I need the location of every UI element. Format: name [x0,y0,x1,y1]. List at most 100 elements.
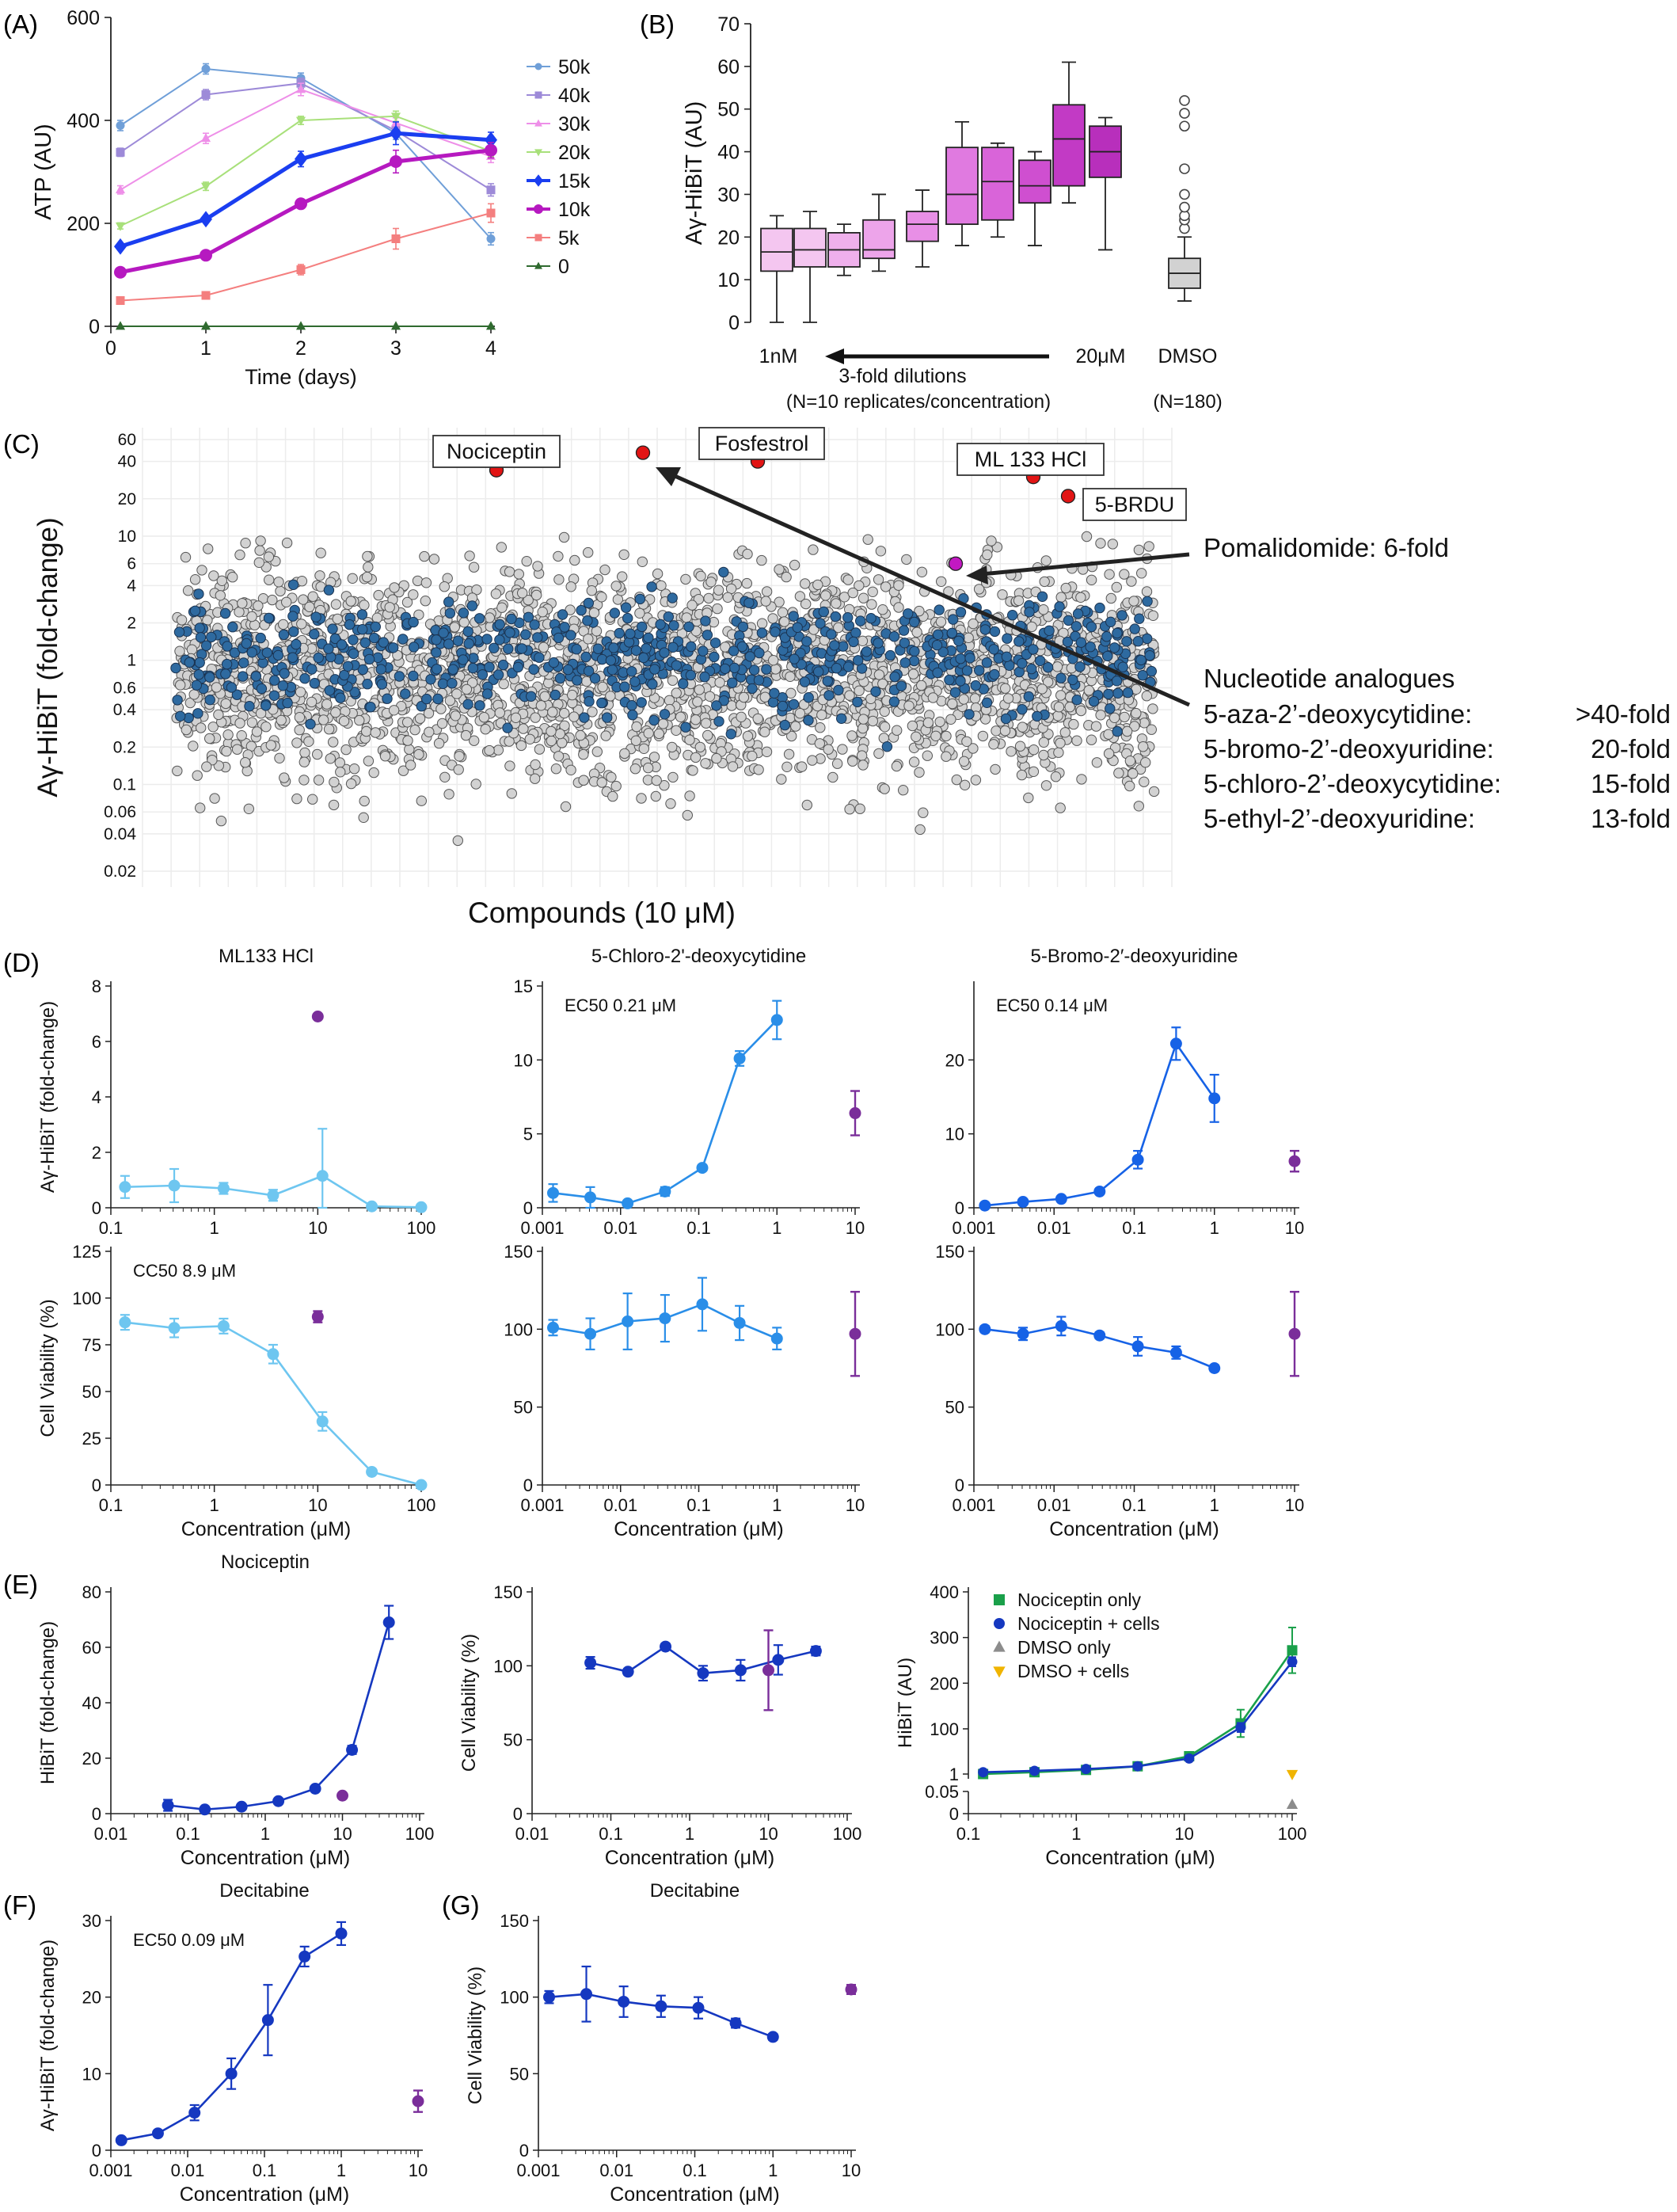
data-point [201,90,211,99]
compound-point [812,579,823,591]
compound-point-blue [643,632,654,644]
compound-point [295,687,306,698]
compound-point-blue [789,653,800,664]
x-tick-label: 1 [1071,1824,1081,1844]
compound-point [313,775,325,786]
compound-point [550,763,562,775]
compound-point [713,584,724,596]
compound-point-blue [1063,615,1074,626]
compound-point-blue [934,604,945,615]
series-0 [543,1965,779,2043]
box-body [945,147,979,226]
compound-point [314,570,325,581]
x-tick-label: 0.1 [956,1824,981,1844]
y-tick-label: 20 [82,1988,101,2008]
compound-point-blue [711,700,722,711]
compound-point [711,752,722,764]
data-point [346,1744,359,1756]
x-tick-label: 3 [390,337,401,360]
label-dmso: DMSO [1158,345,1218,367]
box-5 [945,120,979,246]
x-axis-title: Concentration (μM) [1045,1847,1215,1869]
compound-point [918,807,929,818]
compound-point-blue [881,741,893,752]
compound-point-blue [1112,687,1124,699]
compound-point-blue [447,678,458,689]
y-tick-label: 0.06 [104,803,136,821]
box-body [906,211,939,242]
compound-point [777,607,789,618]
compound-point [413,609,424,620]
compound-point-blue [348,648,359,660]
compound-point [694,684,705,695]
compound-point-blue [370,621,381,633]
compound-point [1121,725,1133,737]
compound-point-blue [1132,636,1144,647]
compound-point [189,574,201,585]
compound-point-blue [1023,691,1035,702]
compound-point [1016,769,1028,781]
compound-point [722,592,733,603]
compound-point [634,607,645,619]
x-axis-title: Concentration (μM) [181,1518,351,1540]
compound-point [694,741,705,753]
compound-point [977,730,989,742]
compound-point [330,706,341,718]
compound-point-blue [306,664,318,675]
compound-point [606,771,617,782]
x-tick-label: 1 [337,2161,346,2180]
compound-point [778,616,790,627]
compound-point [565,581,576,592]
data-point [200,321,211,330]
nucleotide-fold: 20-fold [1591,734,1671,763]
compound-point [321,699,333,710]
compound-point [1128,768,1139,779]
compound-point [893,602,904,613]
compound-point-blue [305,718,316,729]
nucleotide-name: 5-bromo-2’-deoxyuridine: [1204,734,1494,763]
data-point [1132,1761,1143,1772]
compound-point-blue [397,634,409,645]
panel-label-e: (E) [3,1570,38,1599]
compound-point [1103,729,1114,740]
compound-point [180,551,192,563]
data-point [485,143,497,157]
compound-point [1119,711,1130,723]
y-tick-label: 30 [82,1911,101,1931]
compound-point [281,537,293,549]
compound-point-blue [888,696,900,707]
data-point [162,1799,174,1811]
compound-point-blue [686,641,697,653]
compound-point [359,600,370,611]
data-point [235,1800,248,1813]
compound-point [1071,735,1082,746]
y-tick-label: 0.6 [113,679,136,697]
compound-point [504,760,515,771]
x-tick-label: 10 [409,2161,428,2180]
compound-point [600,730,611,741]
compound-point [847,756,858,767]
compound-point [712,603,723,615]
compound-point [808,624,819,635]
compound-point-blue [425,674,436,685]
compound-point [379,751,391,762]
compound-point [203,543,214,554]
y-tick-label: 0 [89,316,100,338]
outlier-point [1179,120,1190,132]
data-point [200,211,212,228]
compound-point-blue [937,646,949,657]
compound-point-blue [503,643,514,654]
compound-point [1017,721,1029,733]
series-0 [584,1640,822,1682]
compound-point-blue [873,638,884,649]
y-tick-label: 10 [118,527,136,546]
compound-point [741,577,752,589]
compound-point [332,613,343,625]
compound-point-blue [1013,636,1025,647]
fda-compound-points [170,566,1158,752]
compound-point [547,706,558,718]
compound-point-blue [548,657,560,668]
compound-point-blue [443,638,454,649]
data-point [116,121,125,130]
compound-point [237,598,248,609]
